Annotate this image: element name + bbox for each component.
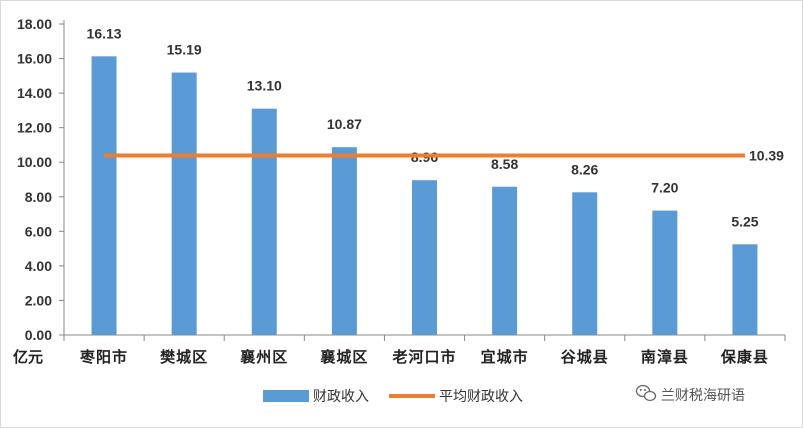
y-axis-ticks: 0.00 2.00 4.00 6.00 8.00 10.00 12.00 14.00 16.00… — [17, 16, 64, 343]
legend-label-revenue: 财政收入 — [313, 389, 369, 405]
bars — [91, 56, 758, 336]
bar-value-label: 8.58 — [491, 156, 518, 172]
bar — [412, 180, 437, 335]
legend-swatch-bar — [263, 390, 309, 402]
bar — [572, 192, 598, 335]
x-category-label: 老河口市 — [391, 348, 456, 366]
bar — [251, 108, 277, 336]
x-category-label: 南漳县 — [641, 348, 689, 366]
x-axis-categories: 枣阳市 樊城区 襄州区 襄城区 老河口市 宜城市 谷城县 南漳县 保康县 — [79, 348, 769, 366]
x-category-label: 谷城县 — [561, 348, 609, 366]
bar-value-label: 10.87 — [327, 116, 362, 132]
bar-value-label: 7.20 — [651, 180, 678, 196]
bar — [331, 147, 357, 335]
x-category-label: 保康县 — [720, 348, 769, 366]
y-tick-label: 0.00 — [25, 327, 52, 343]
bar — [91, 56, 117, 335]
y-tick-label: 6.00 — [25, 223, 52, 239]
average-line-group: 10.39 — [104, 147, 784, 163]
x-category-label: 襄州区 — [239, 348, 288, 366]
watermark: 兰财税海研语 — [635, 384, 745, 404]
bar-value-label: 16.13 — [87, 25, 122, 41]
bar — [171, 72, 197, 336]
bar-value-label: 5.25 — [731, 213, 758, 229]
bar-value-label: 8.26 — [571, 161, 598, 177]
bar-value-label: 15.19 — [167, 42, 202, 58]
y-tick-label: 8.00 — [25, 189, 52, 205]
y-tick-label: 14.00 — [17, 85, 52, 101]
y-tick-label: 10.00 — [17, 154, 52, 170]
bar — [652, 210, 678, 335]
average-value-label: 10.39 — [749, 147, 784, 163]
y-tick-label: 2.00 — [25, 292, 52, 308]
bar — [732, 244, 758, 335]
x-category-label: 襄城区 — [319, 348, 368, 366]
bar — [492, 186, 518, 335]
y-tick-label: 4.00 — [25, 258, 52, 274]
bar-value-label: 13.10 — [247, 78, 282, 94]
legend-swatch-line — [389, 394, 435, 398]
y-tick-label: 16.00 — [17, 51, 52, 67]
watermark-text: 兰财税海研语 — [661, 388, 745, 404]
wechat-icon — [635, 384, 657, 402]
legend-label-average: 平均财政收入 — [439, 389, 523, 405]
y-unit-label: 亿元 — [13, 348, 43, 366]
y-tick-label: 12.00 — [17, 120, 52, 136]
x-category-label: 宜城市 — [481, 348, 529, 366]
legend: 财政收入 平均财政收入 — [263, 389, 523, 405]
x-category-label: 枣阳市 — [79, 348, 128, 366]
y-tick-label: 18.00 — [17, 16, 52, 32]
x-category-label: 樊城区 — [160, 348, 208, 366]
